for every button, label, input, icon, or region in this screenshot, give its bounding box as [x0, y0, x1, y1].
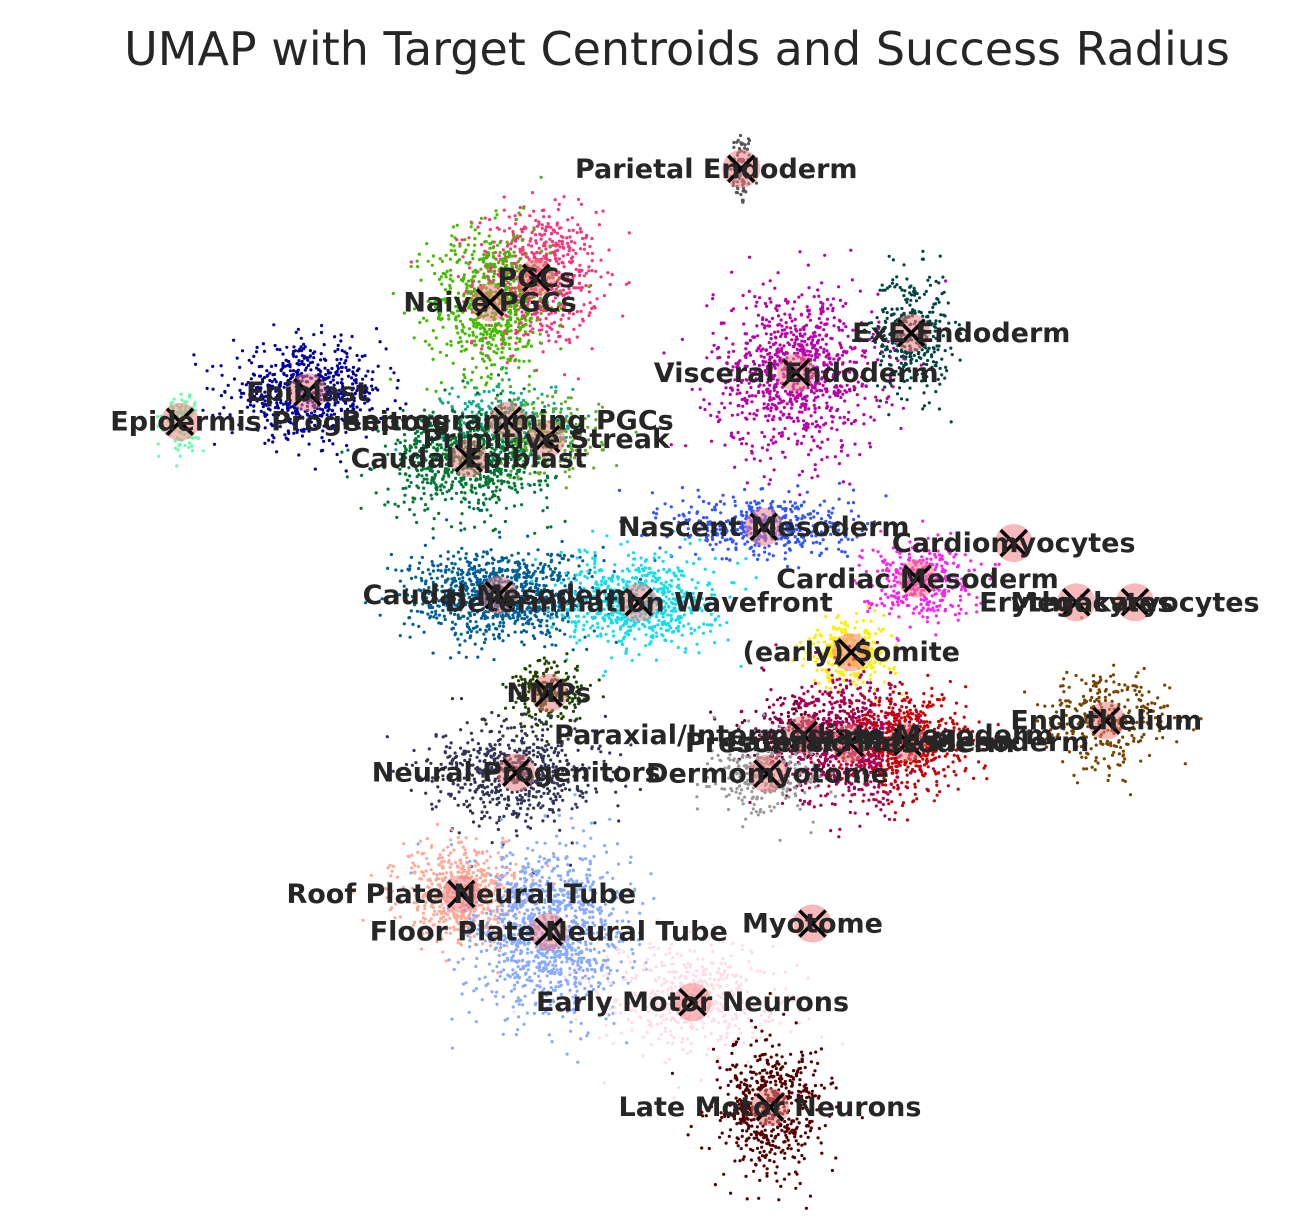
label-naive-pgcs: Naive PGCs	[403, 287, 576, 318]
centroid-markers	[165, 154, 1150, 1122]
label-caudal-mesoderm: Caudal Mesoderm	[363, 580, 635, 611]
centroid-marker-caudal-epiblast	[454, 444, 483, 473]
centroid-marker-pgcs	[522, 263, 551, 293]
label-roof-plate-neural-tube: Roof Plate Neural Tube	[286, 879, 636, 910]
label-epiblast: Epiblast	[246, 377, 369, 408]
label-megakaryocytes: Megakaryocytes	[1010, 587, 1259, 618]
centroid-marker-caudal-mesoderm	[484, 580, 513, 610]
centroid-marker-nascent-mesoderm	[749, 512, 778, 542]
label-presomitic-mesoderm: Presomitic Mesoderm	[685, 728, 1015, 759]
centroid-marker-determination-wavefront	[624, 588, 653, 617]
centroid-marker-epiblast	[293, 377, 322, 407]
chart-title: UMAP with Target Centroids and Success R…	[124, 22, 1230, 76]
label-cardiac-mesoderm: Cardiac Mesoderm	[776, 564, 1058, 595]
centroid-marker-presomitic-mesoderm	[835, 728, 865, 758]
label-epidermis-progenitors: Epidermis Progenitors	[110, 407, 449, 438]
centroid-marker-primitive-streak	[532, 424, 561, 454]
success-radius-circles	[161, 149, 1154, 1127]
centroid-marker-nmps	[534, 678, 563, 708]
centroid-marker-myotome	[798, 909, 827, 938]
centroid-marker-endothelium	[1092, 706, 1121, 735]
label-nmps: NMPs	[506, 678, 591, 709]
label-late-motor-neurons: Late Motor Neurons	[619, 1092, 922, 1123]
points-nascent-mesoderm	[617, 481, 888, 570]
label-cardiomyocytes: Cardiomyocytes	[892, 528, 1136, 559]
centroid-marker-late-motor-neurons	[755, 1092, 785, 1122]
centroid-marker-erythrocytes	[1062, 588, 1091, 617]
scatter-points	[155, 133, 1203, 1210]
label-floor-plate-neural-tube: Floor Plate Neural Tube	[370, 917, 728, 948]
label-endothelium: Endothelium	[1010, 706, 1202, 737]
label-determination-wavefront: Determination Wavefront	[445, 587, 833, 618]
centroid-marker-exe-endoderm	[897, 318, 926, 348]
label-erythrocytes: Erythrocytes	[979, 587, 1173, 618]
centroid-marker-reprogramming-pgcs	[493, 406, 522, 435]
centroid-marker-paraxial-intermediate-mesoderm	[789, 720, 818, 750]
label-nascent-mesoderm: Nascent Mesoderm	[618, 512, 910, 543]
label-neural-progenitors: Neural Progenitors	[372, 758, 661, 789]
label-exe-endoderm: ExE Endoderm	[852, 318, 1070, 349]
centroid-marker-roof-plate-neural-tube	[447, 879, 476, 909]
centroid-marker-parietal-endoderm	[727, 154, 756, 183]
centroid-marker-visceral-endoderm	[782, 358, 811, 387]
label-lateral-plate-mesoderm: Lateral Plate Mesoderm	[726, 727, 1090, 758]
centroid-marker-lateral-plate-mesoderm	[893, 727, 922, 757]
centroid-marker-cardiac-mesoderm	[903, 564, 932, 594]
label-pgcs: PGCs	[497, 263, 575, 294]
label-parietal-endoderm: Parietal Endoderm	[575, 154, 858, 185]
centroid-marker-naive-pgcs	[475, 288, 505, 317]
centroid-marker-epidermis-progenitors	[165, 407, 195, 436]
label-dermomyotome: Dermomyotome	[646, 759, 889, 790]
label-myotome: Myotome	[742, 909, 883, 940]
label-visceral-endoderm: Visceral Endoderm	[654, 358, 939, 389]
label-early-somite: (early) Somite	[743, 637, 960, 668]
centroid-marker-neural-progenitors	[502, 758, 531, 787]
centroid-marker-cardiomyocytes	[999, 528, 1028, 558]
label-caudal-epiblast: Caudal Epiblast	[351, 443, 587, 474]
label-early-motor-neurons: Early Motor Neurons	[536, 987, 849, 1018]
centroid-marker-floor-plate-neural-tube	[534, 917, 563, 946]
centroid-marker-early-motor-neurons	[678, 987, 707, 1017]
label-reprogramming-pgcs: Reprogramming PGCs	[341, 406, 673, 437]
centroid-marker-early-somite	[837, 638, 866, 667]
centroid-marker-megakaryocytes	[1120, 588, 1150, 617]
label-primitive-streak: Primitive Streak	[423, 424, 671, 455]
centroid-marker-dermomyotome	[753, 759, 782, 788]
label-paraxial-intermediate-mesoderm: Paraxial/Intermediate Mesoderm	[554, 720, 1053, 751]
